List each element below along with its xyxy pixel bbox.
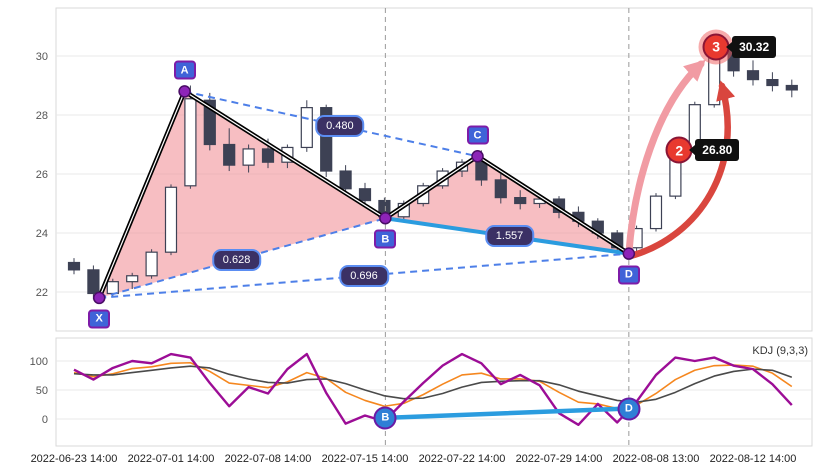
main-panel-border: [55, 7, 813, 332]
pattern-edges[interactable]: [96, 89, 632, 301]
kdj-panel-border: [55, 337, 813, 447]
pattern-point-markers[interactable]: [92, 85, 636, 305]
svg-text:2022-07-08 14:00: 2022-07-08 14:00: [225, 453, 312, 465]
kdj-line-j: [73, 352, 793, 426]
svg-text:2022-08-12 14:00: 2022-08-12 14:00: [710, 453, 797, 465]
price-label-2: 26.80: [689, 139, 740, 162]
svg-text:2022-08-08 13:00: 2022-08-08 13:00: [613, 453, 700, 465]
svg-text:2022-07-01 14:00: 2022-07-01 14:00: [128, 453, 215, 465]
candlestick-series: [67, 41, 798, 300]
svg-text:2022-07-29 14:00: 2022-07-29 14:00: [516, 453, 603, 465]
pattern-point-badge-c[interactable]: C: [466, 125, 489, 145]
projection-arrow-red: [628, 80, 736, 259]
ratio-label-bd[interactable]: 1.557: [484, 225, 535, 248]
pattern-point-badge-d[interactable]: D: [617, 265, 640, 285]
svg-text:24: 24: [36, 228, 48, 240]
svg-text:2022-07-22 14:00: 2022-07-22 14:00: [419, 453, 506, 465]
pattern-point-badge-a[interactable]: A: [173, 60, 196, 80]
kdj-line-d: [73, 365, 793, 403]
target-circle-3[interactable]: 3: [702, 33, 730, 61]
kdj-series: [73, 352, 793, 426]
x-axis-labels: 2022-06-23 14:00 2022-07-01 14:00 2022-07-…: [31, 453, 797, 465]
ratio-label-xd[interactable]: 0.696: [339, 264, 389, 287]
kdj-point-badge-d[interactable]: D: [617, 397, 641, 421]
kdj-line-k: [73, 361, 793, 410]
svg-text:28: 28: [36, 110, 48, 122]
svg-text:2022-07-15 14:00: 2022-07-15 14:00: [322, 453, 409, 465]
ratio-label-ac[interactable]: 0.480: [315, 114, 365, 137]
projection-arrow-pink: [625, 59, 706, 258]
kdj-bd-segment[interactable]: [383, 406, 632, 421]
price-label-3: 30.32: [726, 35, 777, 58]
svg-text:2022-06-23 14:00: 2022-06-23 14:00: [31, 453, 118, 465]
ratio-label-xb[interactable]: 0.628: [211, 248, 262, 271]
svg-text:0: 0: [42, 414, 48, 426]
pattern-point-badge-x[interactable]: X: [88, 309, 111, 329]
svg-text:26: 26: [36, 169, 48, 181]
pattern-point-badge-b[interactable]: B: [374, 229, 397, 249]
svg-text:50: 50: [36, 385, 48, 397]
target-circle-2[interactable]: 2: [665, 136, 693, 164]
svg-text:22: 22: [36, 287, 48, 299]
kdj-point-badge-b[interactable]: B: [373, 406, 397, 430]
svg-text:30: 30: [36, 51, 48, 63]
kdj-indicator-label: KDJ (9,3,3): [752, 345, 808, 357]
svg-text:100: 100: [30, 356, 48, 368]
